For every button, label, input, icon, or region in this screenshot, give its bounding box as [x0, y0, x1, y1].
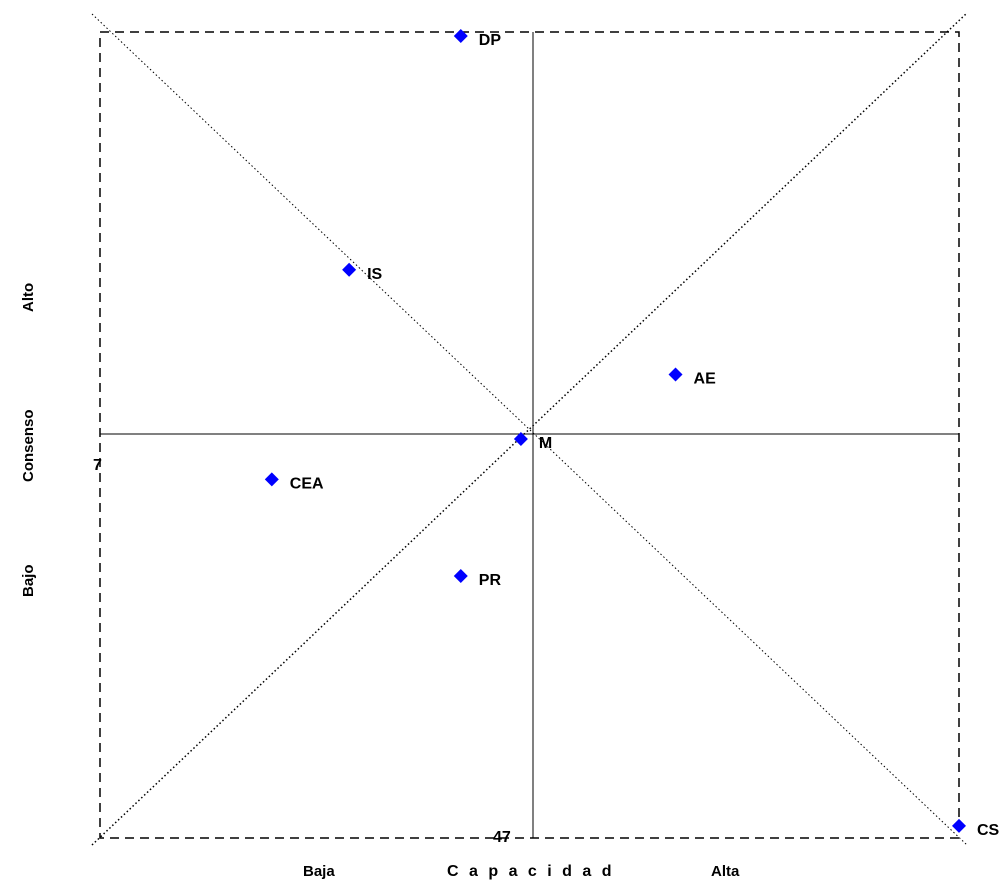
x-low-label: Baja [303, 863, 335, 880]
point-label-cea: CEA [290, 475, 324, 492]
point-marker-dp [453, 29, 468, 44]
point-marker-cs [952, 818, 966, 833]
point-marker-is [342, 262, 357, 277]
y-axis-title: Consenso [20, 409, 37, 482]
y-low-label: Bajo [20, 564, 37, 597]
point-label-is: IS [367, 266, 382, 283]
point-label-pr: PR [479, 572, 502, 589]
x-high-label: Alta [711, 863, 740, 880]
diagonal-falling [91, 13, 968, 846]
data-points: DP IS AE M CEA PR CS [264, 29, 1000, 839]
point-marker-ae [668, 367, 683, 382]
point-label-ae: AE [694, 371, 717, 388]
y-tick-label: 7 [93, 457, 102, 474]
y-high-label: Alto [20, 283, 37, 312]
point-marker-cea [264, 472, 279, 487]
point-label-m: M [539, 435, 552, 452]
point-label-cs: CS [977, 822, 1000, 839]
point-label-dp: DP [479, 32, 502, 49]
x-axis-title: C a p a c i d a d [447, 863, 614, 880]
point-marker-m [513, 432, 528, 447]
x-tick-label: 47 [493, 829, 511, 846]
plot-frame [99, 31, 960, 839]
point-marker-pr [453, 569, 468, 584]
diagonal-rising [91, 12, 968, 846]
